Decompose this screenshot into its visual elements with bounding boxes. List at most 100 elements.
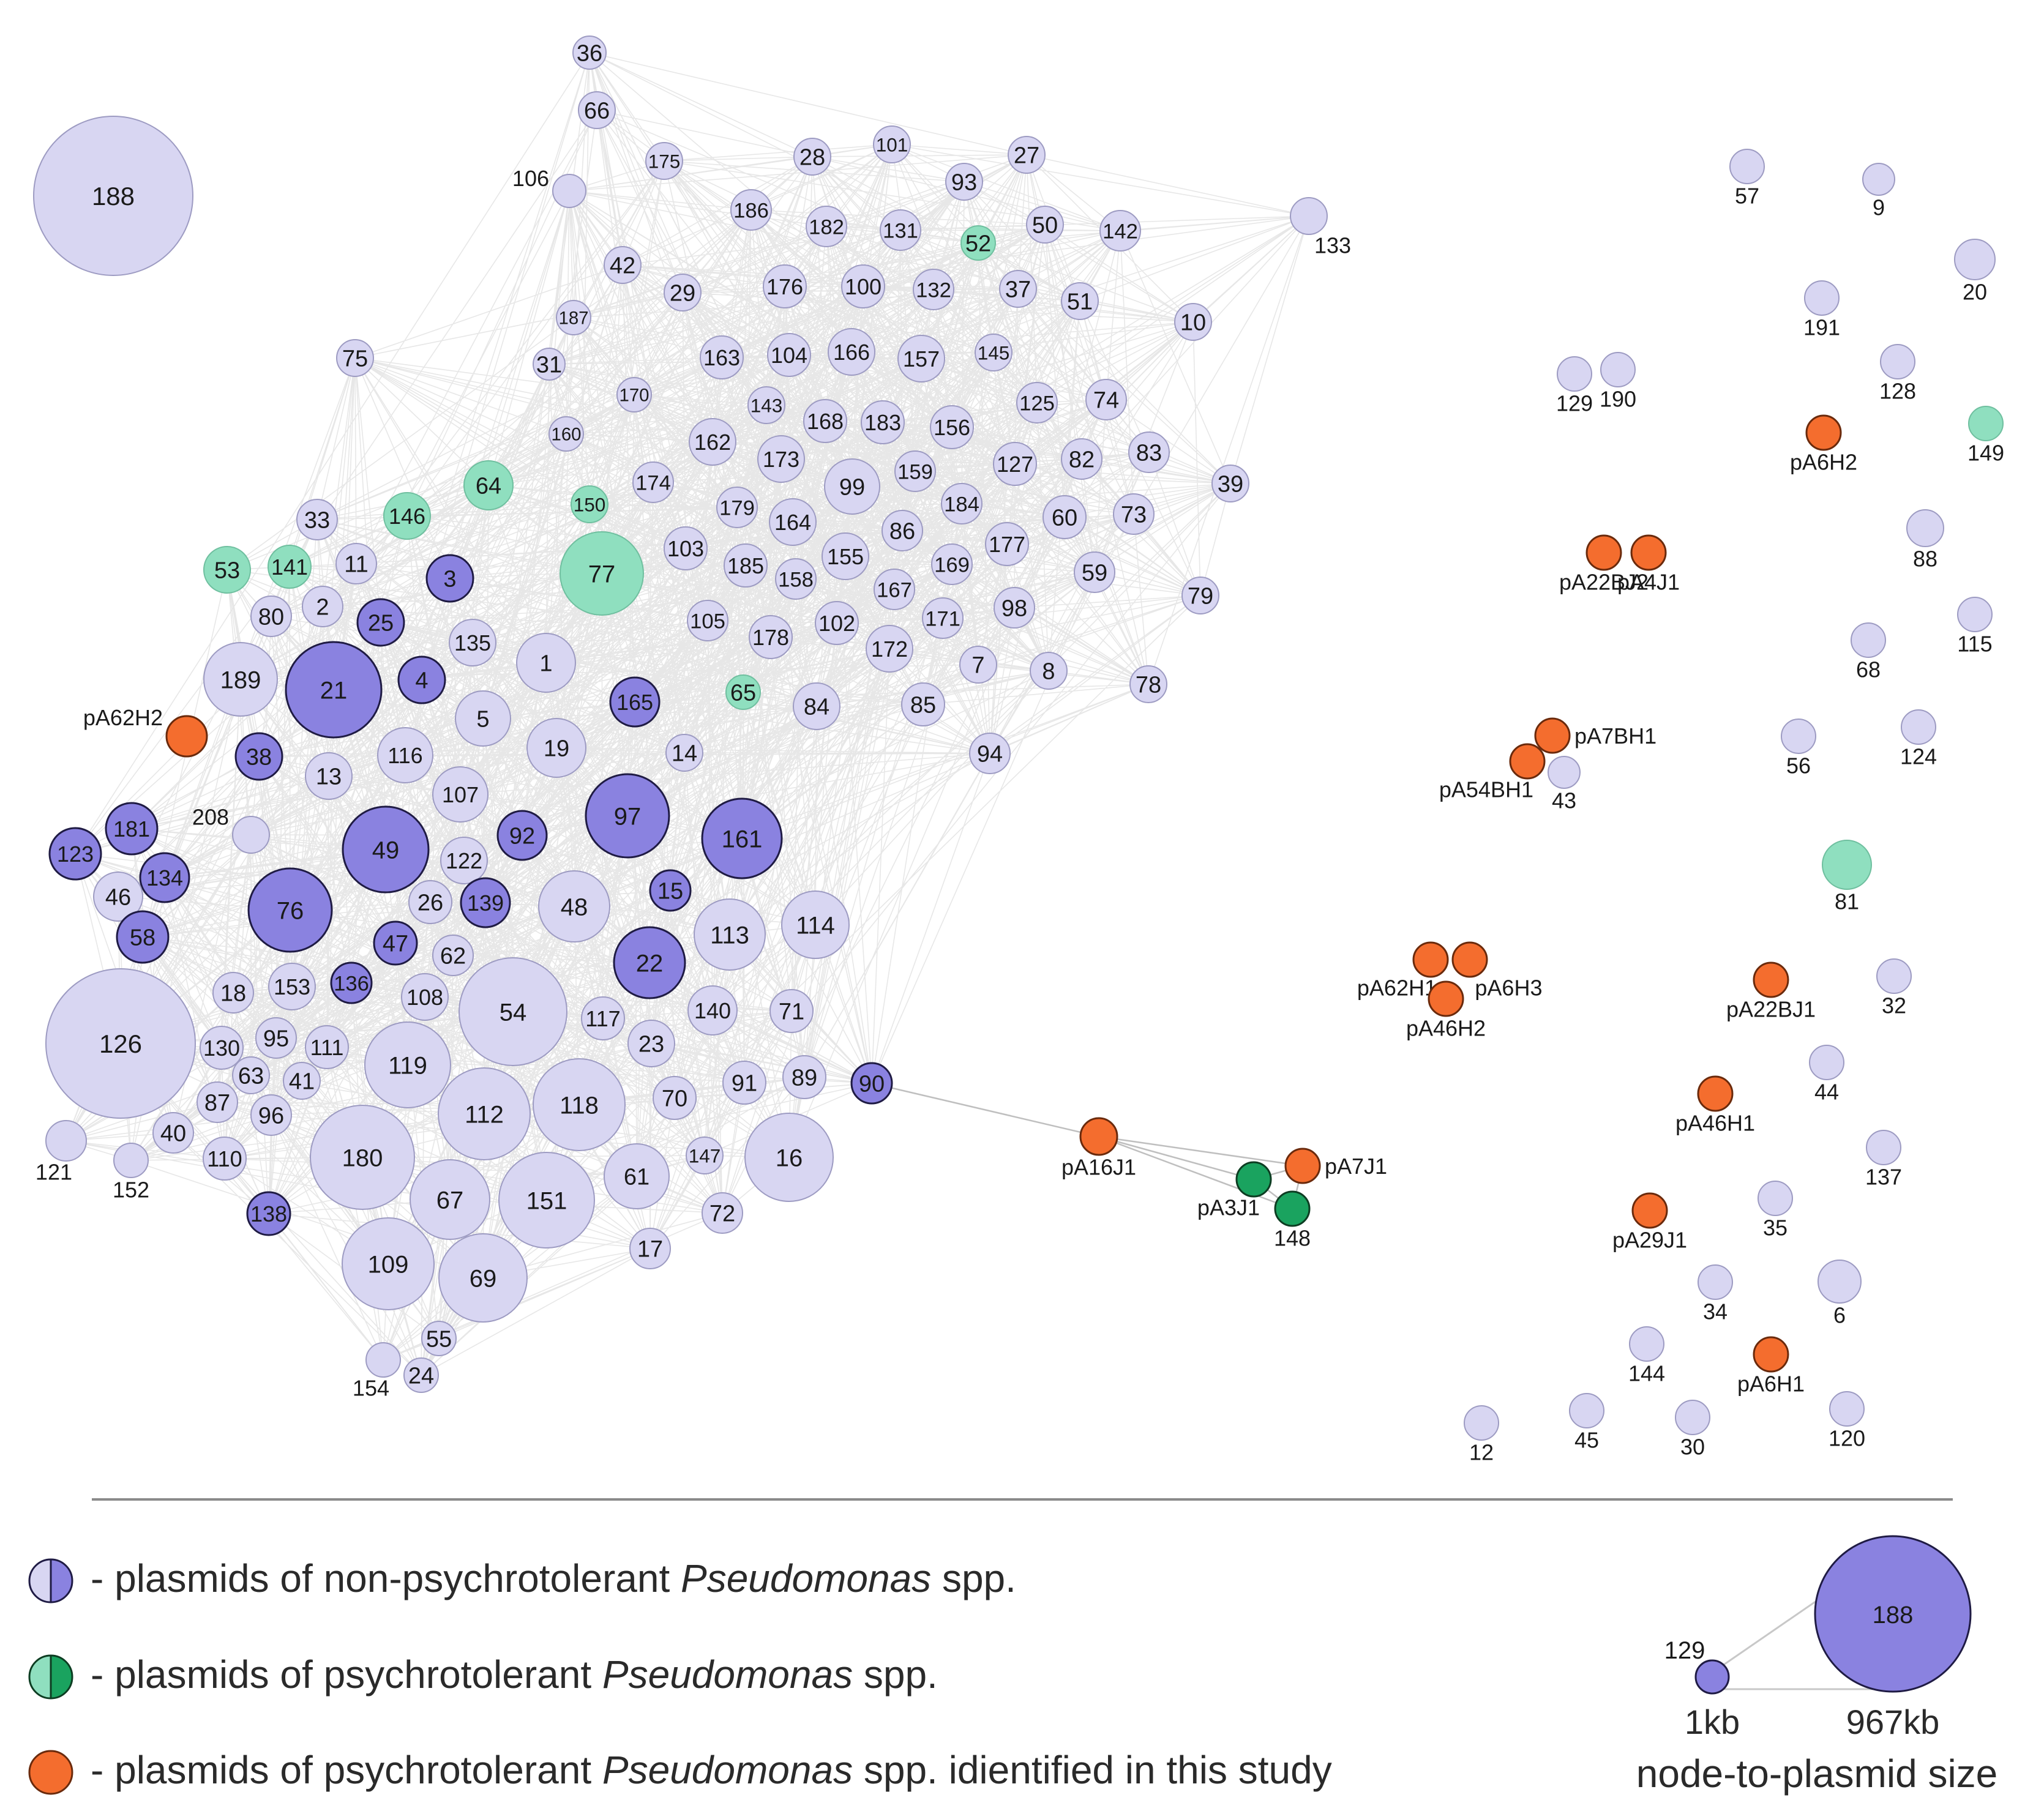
plasmid-node-circle: [894, 450, 936, 492]
plasmid-node-circle: [232, 816, 270, 854]
plasmid-node: 87: [197, 1081, 238, 1123]
plasmid-node-circle: [1631, 1192, 1668, 1229]
plasmid-node-label: 54: [500, 999, 527, 1026]
plasmid-node-label: 133: [1314, 233, 1351, 258]
plasmid-node-label: 6: [1833, 1302, 1846, 1327]
plasmid-node: 40: [152, 1112, 194, 1154]
plasmid-node-circle: [1074, 551, 1115, 593]
plasmid-node: 11: [335, 543, 377, 584]
plasmid-node: 27: [1008, 136, 1046, 174]
plasmid-node-label: 3: [443, 567, 456, 592]
plasmid-node: 174: [632, 461, 674, 503]
plasmid-node: 95: [255, 1017, 297, 1059]
plasmid-node-label: 94: [977, 742, 1003, 767]
plasmid-node-circle: [861, 400, 905, 444]
plasmid-node-circle: [48, 827, 102, 881]
plasmid-node: 71: [769, 989, 814, 1033]
plasmid-node-circle: [305, 752, 353, 800]
plasmid-node: 77: [560, 531, 644, 616]
plasmid-node: 86: [882, 510, 923, 551]
size-key-title: node-to-plasmid size: [1636, 1752, 1998, 1796]
plasmid-node: 143: [747, 386, 785, 424]
plasmid-node-label: 155: [827, 544, 864, 569]
plasmid-node-circle: [302, 586, 343, 627]
plasmid-node: 153: [268, 963, 316, 1010]
plasmid-node: 137: [1865, 1130, 1902, 1189]
plasmid-node-label: 152: [113, 1177, 149, 1202]
plasmid-node: 146: [383, 492, 431, 540]
plasmid-node-label: 60: [1052, 506, 1077, 531]
plasmid-node-circle: [526, 718, 586, 778]
plasmid-node-label: pA16J1: [1061, 1154, 1136, 1179]
plasmid-node-label: 159: [897, 460, 933, 483]
plasmid-node: 157: [897, 335, 945, 383]
plasmid-node: 180: [310, 1105, 415, 1210]
plasmid-node-label: 100: [845, 274, 882, 299]
plasmid-node-label: 86: [889, 519, 915, 545]
plasmid-node: 55: [421, 1321, 457, 1356]
plasmid-node-circle: [1829, 1391, 1865, 1427]
plasmid-node-circle: [941, 483, 983, 524]
plasmid-node-circle: [866, 625, 913, 673]
plasmid-node-circle: [1030, 652, 1068, 690]
plasmid-node-circle: [93, 872, 143, 922]
plasmid-node-label: 61: [624, 1165, 650, 1190]
plasmid-node-circle: [604, 246, 642, 284]
plasmid-node-circle: [1451, 941, 1488, 978]
plasmid-node-circle: [571, 485, 608, 523]
plasmid-node: 189: [203, 642, 278, 717]
plasmid-node-label: 57: [1735, 183, 1759, 208]
plasmid-node-circle: [250, 1094, 292, 1136]
plasmid-node: 169: [931, 543, 973, 585]
plasmid-node: 13: [305, 752, 353, 800]
plasmid-node: 58: [116, 910, 170, 964]
plasmid-node: 117: [581, 996, 625, 1040]
plasmid-node-circle: [200, 1026, 244, 1070]
plasmid-node-label: 9: [1873, 195, 1885, 220]
plasmid-node-label: 23: [638, 1032, 664, 1058]
size-key-small-caption: 1kb: [1685, 1703, 1740, 1741]
plasmid-node-label: 151: [526, 1187, 567, 1214]
plasmid-node-circle: [724, 543, 768, 588]
plasmid-node: 159: [894, 450, 936, 492]
plasmid-node-label: 136: [334, 972, 369, 995]
plasmid-node-circle: [850, 1062, 893, 1105]
plasmid-node: 2: [302, 586, 343, 627]
plasmid-node: 17: [629, 1228, 671, 1269]
plasmid-node: pA62H1: [1357, 941, 1449, 1001]
plasmid-node-label: pA62H1: [1357, 976, 1437, 1001]
plasmid-node-label: 109: [368, 1251, 409, 1278]
plasmid-node-label: 15: [657, 879, 683, 905]
plasmid-node-circle: [335, 543, 377, 584]
plasmid-node-circle: [1129, 665, 1167, 703]
plasmid-node-circle: [716, 487, 758, 528]
plasmid-node-circle: [1781, 719, 1816, 754]
plasmid-node-circle: [255, 1017, 297, 1059]
plasmid-node-circle: [1557, 356, 1592, 392]
plasmid-node-circle: [1753, 1336, 1789, 1373]
plasmid-node-circle: [432, 766, 489, 823]
plasmid-node-circle: [616, 377, 652, 412]
plasmid-node-label: pA3J1: [1197, 1195, 1260, 1220]
plasmid-node-label: 36: [577, 41, 602, 67]
plasmid-node-circle: [993, 442, 1037, 486]
plasmid-node-circle: [1211, 465, 1249, 502]
plasmid-node-circle: [722, 1061, 766, 1105]
plasmid-node-label: pA29J1: [1612, 1227, 1687, 1252]
plasmid-node: 173: [757, 435, 805, 483]
plasmid-node: 122: [440, 837, 488, 884]
plasmid-node-label: 138: [250, 1201, 287, 1226]
plasmid-node-label: 55: [426, 1327, 452, 1353]
plasmid-node-circle: [105, 802, 159, 856]
plasmid-node-label: 95: [263, 1026, 289, 1052]
half-green-circle-icon: [28, 1654, 73, 1700]
plasmid-node-circle: [1509, 743, 1546, 780]
plasmid-node: 127: [993, 442, 1037, 486]
plasmid-node-label: 17: [637, 1237, 663, 1263]
plasmid-node: 34: [1698, 1264, 1733, 1324]
plasmid-node: 131: [880, 209, 921, 251]
plasmid-node: 97: [585, 773, 670, 859]
plasmid-node: 100: [841, 264, 885, 308]
plasmid-node-circle: [782, 1055, 826, 1099]
plasmid-node-label: 127: [997, 452, 1033, 477]
